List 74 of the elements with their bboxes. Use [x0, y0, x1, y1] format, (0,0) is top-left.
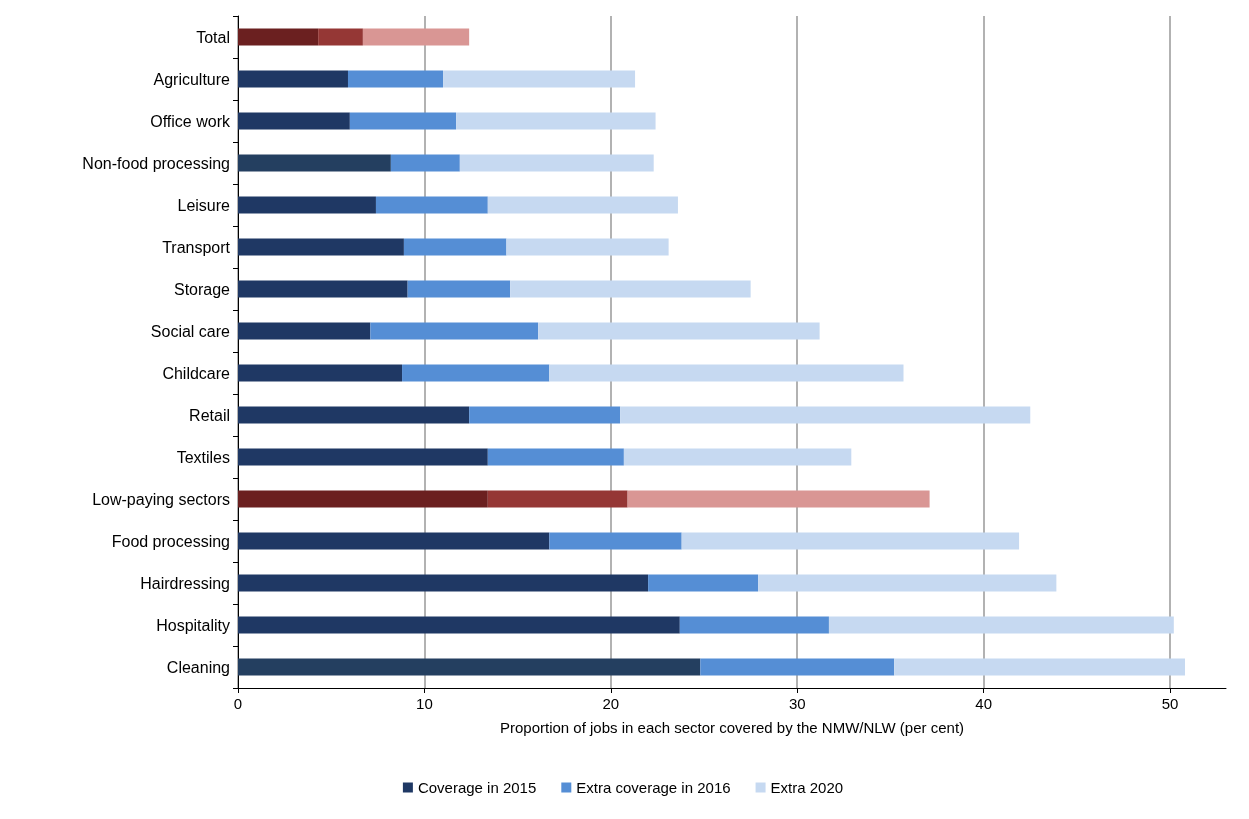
- bar: [238, 322, 371, 340]
- bar: [402, 364, 550, 382]
- y-tick-label: Food processing: [111, 532, 230, 550]
- bar: [238, 154, 391, 172]
- bar: [347, 70, 444, 88]
- bar: [362, 28, 470, 46]
- bar: [238, 196, 376, 214]
- bar: [510, 280, 751, 298]
- bar: [549, 532, 682, 550]
- bar: [238, 490, 488, 508]
- bar: [443, 70, 636, 88]
- bar: [627, 490, 930, 508]
- legend-label: Coverage in 2015: [417, 779, 537, 796]
- bar: [828, 616, 1174, 634]
- bar: [894, 658, 1185, 676]
- bar: [487, 490, 628, 508]
- x-tick-label: 20: [602, 695, 620, 712]
- bar: [349, 112, 457, 130]
- y-tick-label: Total: [196, 28, 230, 46]
- bar: [403, 238, 507, 256]
- bar: [238, 28, 319, 46]
- y-tick-label: Hospitality: [156, 616, 230, 634]
- bar: [538, 322, 820, 340]
- bar: [623, 448, 852, 466]
- bar: [469, 406, 621, 424]
- legend-label: Extra coverage in 2016: [576, 779, 731, 796]
- bar: [681, 532, 1020, 550]
- y-tick-label: Non-food processing: [82, 154, 230, 172]
- y-tick-label: Low-paying sectors: [92, 490, 230, 508]
- bar: [375, 196, 488, 214]
- bar: [238, 658, 701, 676]
- legend-label: Extra 2020: [770, 779, 844, 796]
- y-tick-label: Leisure: [177, 196, 231, 214]
- x-tick-label: 10: [416, 695, 433, 712]
- y-tick-label: Textiles: [176, 448, 230, 466]
- bar: [549, 364, 904, 382]
- bar: [459, 154, 654, 172]
- bar: [487, 448, 624, 466]
- y-tick-label: Cleaning: [166, 658, 230, 676]
- bar: [700, 658, 895, 676]
- x-axis-title: Proportion of jobs in each sector covered by the NMW/NLW (per cent): [499, 719, 965, 736]
- bar: [679, 616, 829, 634]
- y-tick-label: Childcare: [162, 364, 231, 382]
- x-tick-label: 0: [233, 695, 243, 712]
- bar: [648, 574, 759, 592]
- y-tick-label: Agriculture: [153, 70, 231, 88]
- bar: [238, 280, 408, 298]
- bar: [390, 154, 460, 172]
- x-tick-label: 40: [975, 695, 992, 712]
- bar: [456, 112, 656, 130]
- bar: [758, 574, 1057, 592]
- bar: [318, 28, 363, 46]
- y-tick-label: Storage: [173, 280, 231, 298]
- y-tick-label: Office work: [150, 112, 231, 130]
- y-tick-label: Retail: [189, 406, 230, 424]
- bar: [238, 364, 403, 382]
- bar: [506, 238, 669, 256]
- bar: [238, 448, 488, 466]
- bar: [238, 112, 350, 130]
- bar: [238, 574, 649, 592]
- x-tick-label: 50: [1161, 695, 1179, 712]
- bar: [238, 406, 470, 424]
- bar: [370, 322, 539, 340]
- x-tick-label: 30: [788, 695, 806, 712]
- y-tick-label: Hairdressing: [140, 574, 230, 592]
- bar: [238, 616, 680, 634]
- y-tick-label: Transport: [162, 238, 231, 256]
- bar: [620, 406, 1031, 424]
- bar: [487, 196, 678, 214]
- bar: [238, 532, 550, 550]
- y-tick-label: Social care: [150, 322, 231, 340]
- bar: [407, 280, 511, 298]
- bar: [238, 238, 404, 256]
- bar: [238, 70, 348, 88]
